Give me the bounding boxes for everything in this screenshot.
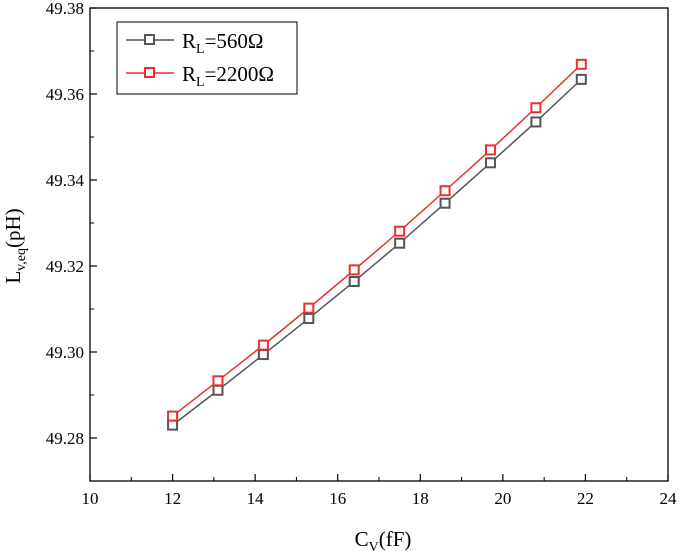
y-axis-title-sub: v,eq [14,248,29,271]
x-axis: 10 12 14 16 18 20 22 24 [82,474,678,508]
y-tick-label-2: 49.32 [46,257,84,276]
series-0-point-5 [394,237,406,249]
x-tick-label-5: 20 [494,489,511,508]
legend-label-1: RL=2200Ω [182,62,274,90]
series-0-point-1 [212,384,224,396]
series-1-point-8 [530,102,542,114]
series-line-0 [172,78,582,426]
x-tick-label-6: 22 [577,489,594,508]
series-1-point-5 [394,225,406,237]
series-0-point-6 [439,197,451,209]
x-tick-label-3: 16 [329,489,346,508]
y-axis-title-rest: (pH) [1,208,25,248]
legend-label-0-sub: L [196,42,205,57]
y-tick-label-3: 49.34 [46,171,85,190]
legend: RL=560Ω RL=2200Ω [116,21,298,95]
y-tick-label-5: 49.38 [46,0,84,18]
y-tick-label-1: 49.30 [46,343,84,362]
x-tick-label-1: 12 [164,489,181,508]
series-1-point-0 [167,410,179,422]
series-0-point-2 [257,349,269,361]
legend-label-1-main: R [182,62,196,86]
x-tick-label-7: 24 [660,489,678,508]
series-line-1 [172,63,582,417]
x-tick-label-2: 14 [247,489,265,508]
x-axis-title: CV(fF) [355,527,412,553]
legend-label-0-rest: =560Ω [205,29,264,53]
legend-label-0-main: R [182,29,196,53]
y-tick-label-4: 49.36 [46,85,84,104]
y-axis-title: Lv,eq(pH) [1,208,29,283]
y-axis: 49.28 49.30 49.32 49.34 49.36 49.38 [46,0,97,482]
legend-marker-1 [144,67,155,78]
x-tick-label-0: 10 [82,489,99,508]
series-1-point-7 [484,144,496,156]
legend-marker-0 [144,34,155,45]
x-tick-label-4: 18 [412,489,429,508]
series-1-point-9 [575,58,587,70]
series-1-point-1 [212,375,224,387]
series-0-point-9 [575,73,587,85]
legend-label-1-rest: =2200Ω [205,62,274,86]
x-axis-title-main: C [355,527,369,551]
series-0-point-8 [530,116,542,128]
series-0-point-7 [484,157,496,169]
series-0-point-3 [303,312,315,324]
series-1-point-3 [303,302,315,314]
x-axis-title-sub: V [369,540,379,553]
series-0-point-0 [167,419,179,431]
y-tick-label-0: 49.28 [46,429,84,448]
series-0-point-4 [348,275,360,287]
series-layer [167,58,587,431]
series-1-point-4 [348,264,360,276]
series-1-point-6 [439,185,451,197]
legend-label-0: RL=560Ω [182,29,264,57]
legend-label-1-sub: L [196,75,205,90]
series-1-point-2 [257,339,269,351]
x-axis-title-rest: (fF) [379,527,412,551]
y-axis-title-main: L [1,271,25,284]
